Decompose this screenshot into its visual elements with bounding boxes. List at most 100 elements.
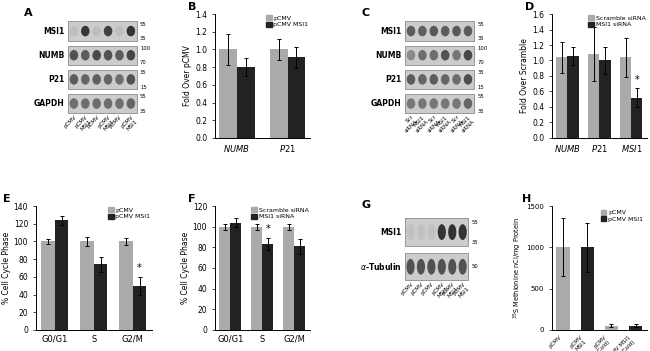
Bar bbox=[588, 54, 599, 138]
Bar bbox=[251, 227, 262, 330]
Text: 15: 15 bbox=[477, 85, 484, 90]
Ellipse shape bbox=[127, 74, 135, 85]
Bar bbox=[237, 67, 255, 138]
Text: GAPDH: GAPDH bbox=[371, 99, 402, 108]
Bar bbox=[580, 247, 594, 330]
Ellipse shape bbox=[70, 74, 78, 85]
Ellipse shape bbox=[463, 26, 473, 37]
Bar bbox=[80, 241, 94, 330]
Ellipse shape bbox=[92, 74, 101, 85]
Ellipse shape bbox=[437, 259, 446, 275]
Ellipse shape bbox=[441, 26, 449, 37]
Text: E: E bbox=[3, 194, 11, 204]
Text: MSI1: MSI1 bbox=[44, 27, 65, 35]
Text: pCMV
MSI1: pCMV MSI1 bbox=[120, 114, 138, 133]
Text: 100: 100 bbox=[477, 46, 488, 51]
Bar bbox=[631, 98, 642, 138]
Text: 35: 35 bbox=[477, 70, 484, 75]
Text: pCMV: pCMV bbox=[63, 114, 77, 129]
Ellipse shape bbox=[448, 224, 456, 240]
Ellipse shape bbox=[104, 26, 112, 37]
Y-axis label: Fold Over Scramble: Fold Over Scramble bbox=[521, 39, 529, 113]
Text: A: A bbox=[24, 8, 32, 18]
Bar bbox=[556, 247, 569, 330]
Text: G: G bbox=[361, 200, 370, 210]
Ellipse shape bbox=[115, 50, 124, 60]
Text: P21: P21 bbox=[49, 75, 65, 84]
Text: 35: 35 bbox=[140, 36, 147, 41]
Ellipse shape bbox=[441, 74, 449, 85]
Legend: pCMV, pCMV MSI1: pCMV, pCMV MSI1 bbox=[107, 207, 151, 220]
Ellipse shape bbox=[115, 26, 124, 37]
Ellipse shape bbox=[407, 26, 415, 37]
Ellipse shape bbox=[70, 26, 78, 37]
Text: Scr
siRNA: Scr siRNA bbox=[422, 114, 441, 133]
Text: MSI1: MSI1 bbox=[380, 227, 402, 237]
Ellipse shape bbox=[441, 50, 449, 60]
Text: 55: 55 bbox=[471, 220, 478, 225]
Bar bbox=[262, 244, 274, 330]
Text: 35: 35 bbox=[471, 240, 478, 245]
Bar bbox=[55, 220, 68, 330]
Text: 15: 15 bbox=[140, 85, 147, 90]
Ellipse shape bbox=[407, 50, 415, 60]
Ellipse shape bbox=[407, 74, 415, 85]
Legend: Scramble siRNA, MSI1 siRNA: Scramble siRNA, MSI1 siRNA bbox=[588, 15, 646, 28]
Text: MSI1
siRNA: MSI1 siRNA bbox=[457, 114, 476, 133]
Text: pCMV
MSI1: pCMV MSI1 bbox=[431, 282, 449, 300]
Bar bbox=[219, 49, 237, 138]
Ellipse shape bbox=[127, 50, 135, 60]
Bar bbox=[629, 326, 642, 330]
Ellipse shape bbox=[418, 50, 426, 60]
Ellipse shape bbox=[441, 98, 449, 109]
Ellipse shape bbox=[417, 259, 425, 275]
Ellipse shape bbox=[81, 50, 90, 60]
Text: P21: P21 bbox=[385, 75, 402, 84]
Ellipse shape bbox=[452, 98, 461, 109]
Text: Scr
siRNA: Scr siRNA bbox=[400, 114, 419, 133]
Ellipse shape bbox=[115, 98, 124, 109]
Ellipse shape bbox=[452, 74, 461, 85]
Ellipse shape bbox=[406, 259, 415, 275]
Ellipse shape bbox=[459, 259, 467, 275]
Text: MSI1: MSI1 bbox=[380, 27, 402, 35]
Text: 50: 50 bbox=[471, 264, 478, 269]
Bar bbox=[68, 21, 136, 41]
Ellipse shape bbox=[92, 50, 101, 60]
Text: NUMB: NUMB bbox=[38, 51, 65, 60]
Ellipse shape bbox=[459, 224, 467, 240]
Text: 55: 55 bbox=[140, 94, 147, 99]
Ellipse shape bbox=[427, 224, 436, 240]
Ellipse shape bbox=[127, 26, 135, 37]
Legend: pCMV, pCMV MSI1: pCMV, pCMV MSI1 bbox=[265, 15, 309, 28]
Ellipse shape bbox=[81, 98, 90, 109]
Ellipse shape bbox=[104, 74, 112, 85]
Ellipse shape bbox=[104, 50, 112, 60]
Text: pCMV
MSI1: pCMV MSI1 bbox=[441, 282, 460, 300]
Y-axis label: $^{35}$S Methionine nCi/mg Protein: $^{35}$S Methionine nCi/mg Protein bbox=[511, 217, 523, 319]
Bar bbox=[94, 264, 107, 330]
Text: pCMV: pCMV bbox=[421, 282, 435, 296]
Bar bbox=[406, 21, 474, 41]
Text: 55: 55 bbox=[477, 94, 484, 99]
Bar bbox=[219, 227, 230, 330]
Ellipse shape bbox=[418, 74, 426, 85]
Bar bbox=[599, 60, 610, 138]
Bar bbox=[406, 94, 474, 113]
Bar bbox=[406, 46, 474, 65]
Y-axis label: % Cell Cycle Phase: % Cell Cycle Phase bbox=[181, 232, 190, 304]
Bar bbox=[620, 58, 631, 138]
Text: H: H bbox=[521, 194, 531, 204]
Text: pCMV: pCMV bbox=[109, 114, 123, 129]
Ellipse shape bbox=[448, 259, 456, 275]
Ellipse shape bbox=[81, 26, 90, 37]
Legend: pCMV, pCMV MSI1: pCMV, pCMV MSI1 bbox=[600, 209, 644, 223]
Text: $\alpha$-Tubulin: $\alpha$-Tubulin bbox=[360, 261, 402, 272]
Text: 70: 70 bbox=[140, 60, 147, 65]
Text: NUMB: NUMB bbox=[376, 51, 402, 60]
Bar bbox=[133, 286, 146, 330]
Text: F: F bbox=[188, 194, 196, 204]
Bar bbox=[283, 227, 294, 330]
Y-axis label: % Cell Cycle Phase: % Cell Cycle Phase bbox=[2, 232, 11, 304]
Ellipse shape bbox=[430, 74, 438, 85]
